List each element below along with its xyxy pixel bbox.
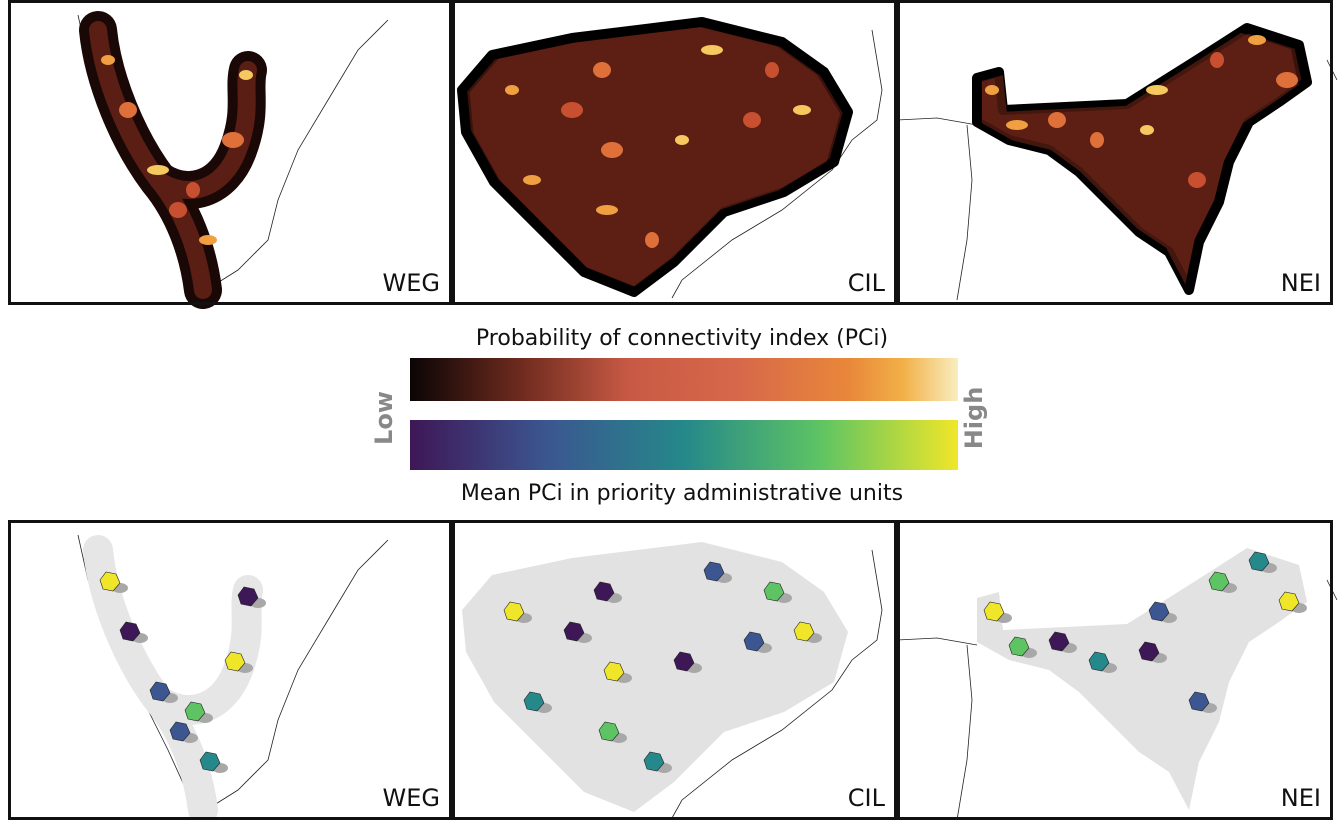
- panel-label: CIL: [848, 784, 886, 812]
- habitat-patch: [593, 62, 611, 78]
- habitat-patch: [186, 182, 200, 198]
- habitat-patch: [119, 102, 137, 118]
- habitat-patch: [561, 102, 583, 118]
- habitat-patch: [1146, 85, 1168, 95]
- habitat-patch: [523, 175, 541, 185]
- high-label: High: [960, 387, 988, 450]
- habitat-patch: [101, 55, 115, 65]
- map-panel: WEG: [8, 0, 452, 305]
- panel-label: NEI: [1281, 269, 1321, 297]
- map-panel: CIL: [452, 520, 897, 820]
- map-panel: CIL: [452, 0, 897, 305]
- habitat-patch: [765, 62, 779, 78]
- habitat-patch: [169, 202, 187, 218]
- habitat-patch: [1210, 52, 1224, 68]
- pci-colorbar: [410, 358, 958, 401]
- habitat-patch: [601, 142, 623, 158]
- mean-pci-colorbar: [410, 420, 958, 470]
- habitat-patch: [1248, 35, 1266, 45]
- habitat-patch: [1276, 72, 1298, 88]
- habitat-patch: [793, 105, 811, 115]
- legend-title-bottom: Mean PCi in priority administrative unit…: [461, 481, 903, 506]
- habitat-patch: [743, 112, 761, 128]
- habitat-patch: [1006, 120, 1028, 130]
- habitat-patch: [1188, 172, 1206, 188]
- habitat-patch: [645, 232, 659, 248]
- map-panel: NEI: [897, 520, 1337, 820]
- habitat-patch: [985, 85, 999, 95]
- habitat-patch: [1090, 132, 1104, 148]
- habitat-patch: [596, 205, 618, 215]
- habitat-patch: [199, 235, 217, 245]
- maps: WEG CIL NEI WEG CIL NEI: [8, 0, 1337, 820]
- habitat-patch: [701, 45, 723, 55]
- map-panel: NEI: [897, 0, 1337, 305]
- figure: WEG CIL NEI WEG CIL NEI Probability of connec…: [0, 0, 1339, 820]
- map-panel: WEG: [8, 520, 452, 820]
- legend-title-top: Probability of connectivity index (PCi): [476, 326, 888, 351]
- habitat-patch: [1048, 112, 1066, 128]
- habitat-patch: [239, 70, 253, 80]
- panel-label: CIL: [848, 269, 886, 297]
- habitat-patch: [675, 135, 689, 145]
- low-label: Low: [370, 391, 398, 445]
- panel-label: NEI: [1281, 784, 1321, 812]
- habitat-patch: [147, 165, 169, 175]
- habitat-patch: [222, 132, 244, 148]
- habitat-patch: [505, 85, 519, 95]
- panel-label: WEG: [383, 269, 441, 297]
- panel-label: WEG: [383, 784, 441, 812]
- habitat-patch: [1140, 125, 1154, 135]
